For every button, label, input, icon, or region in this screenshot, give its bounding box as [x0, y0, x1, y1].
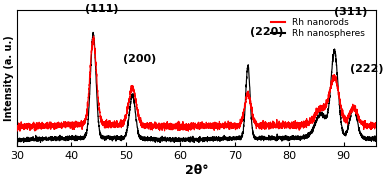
Text: (111): (111) — [85, 4, 118, 14]
Text: (311): (311) — [334, 7, 367, 17]
Text: (222): (222) — [350, 64, 384, 74]
Y-axis label: Intensity (a. u.): Intensity (a. u.) — [4, 35, 14, 121]
Legend: Rh nanorods, Rh nanospheres: Rh nanorods, Rh nanospheres — [267, 14, 368, 42]
Text: (200): (200) — [123, 54, 156, 64]
Text: (220): (220) — [250, 27, 283, 37]
X-axis label: 2θ°: 2θ° — [185, 164, 209, 177]
